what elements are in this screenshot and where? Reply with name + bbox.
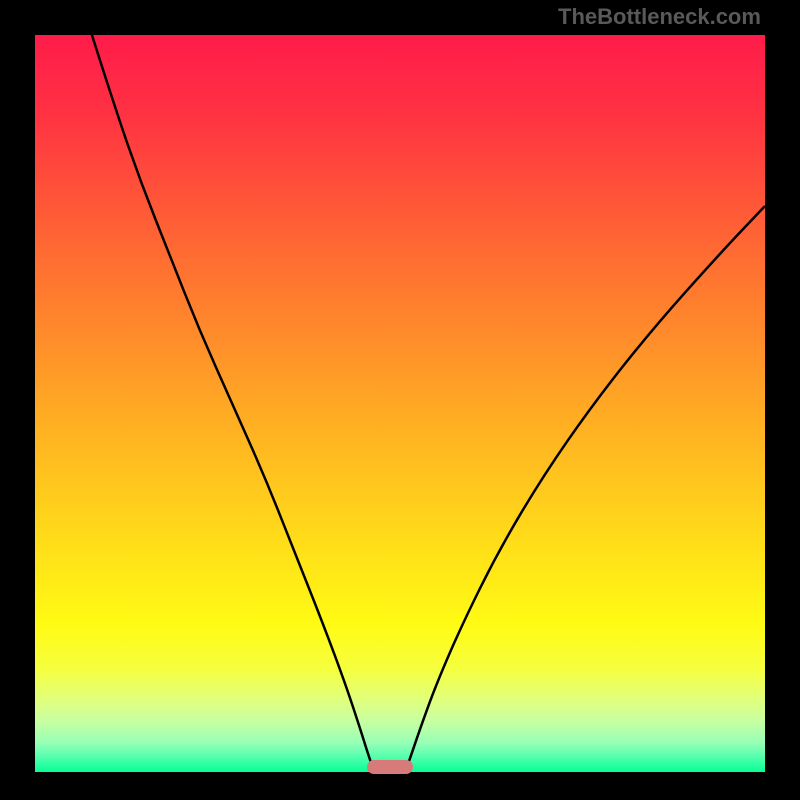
- curve-overlay: [35, 35, 765, 772]
- chart-container: TheBottleneck.com: [0, 0, 800, 800]
- plot-area: [35, 35, 765, 772]
- right-curve: [407, 206, 765, 766]
- watermark-text: TheBottleneck.com: [558, 4, 761, 30]
- minimum-marker: [367, 760, 413, 774]
- left-curve: [92, 35, 372, 766]
